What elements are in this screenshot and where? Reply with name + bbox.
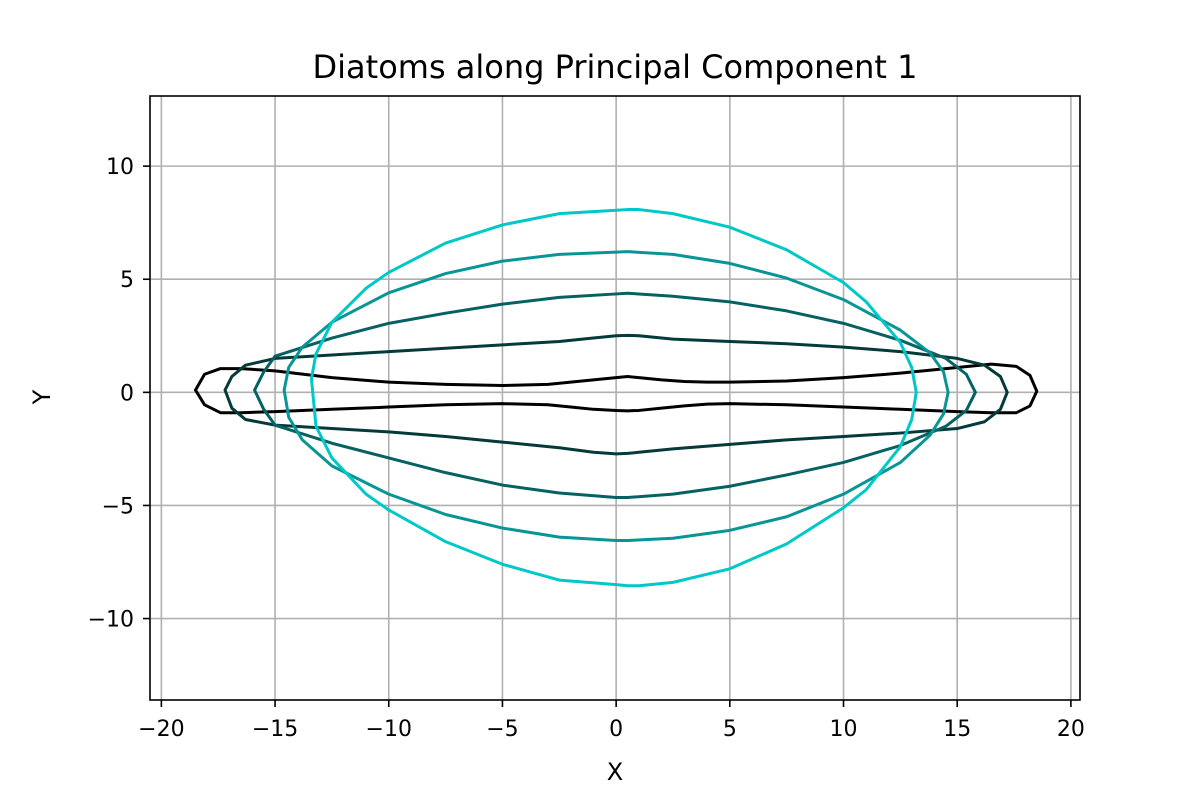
x-axis-label: X	[607, 758, 623, 786]
y-tick-label: 10	[106, 155, 134, 180]
x-tick-label: 0	[609, 717, 623, 742]
grid	[150, 96, 1080, 700]
series-line-shape-5	[309, 208, 918, 588]
y-axis-label: Y	[28, 389, 56, 405]
x-tick-label: 10	[830, 717, 858, 742]
y-tick-label: −10	[88, 608, 134, 633]
x-tick-label: 5	[723, 717, 737, 742]
y-tick-label: 5	[120, 268, 134, 293]
x-tick-label: −20	[138, 717, 184, 742]
y-tick-label: 0	[120, 381, 134, 406]
series-line-shape-2	[223, 333, 1009, 456]
series-line-shape-3	[253, 291, 977, 500]
x-tick-label: 15	[943, 717, 971, 742]
ticks: −20 −15 −10 −5 0 5 10 15 20 −10 −5 0 5 10	[88, 155, 1085, 742]
y-tick-label: −5	[102, 494, 134, 519]
chart-title: Diatoms along Principal Component 1	[313, 48, 918, 86]
x-tick-label: −5	[486, 717, 518, 742]
axes-frame	[149, 95, 1081, 701]
x-tick-label: −10	[366, 717, 412, 742]
series-line-shape-1	[193, 362, 1039, 415]
x-tick-label: 20	[1057, 717, 1085, 742]
series-line-shape-4	[282, 250, 950, 543]
x-tick-label: −15	[252, 717, 298, 742]
series-layer	[193, 208, 1039, 588]
